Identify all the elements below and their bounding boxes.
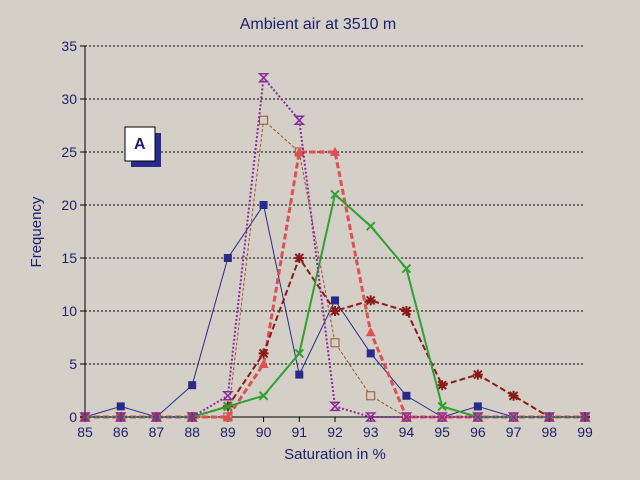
x-tick-label-14: 99 — [577, 424, 593, 440]
series-2-point-6 — [294, 147, 305, 156]
x-tick-label-3: 88 — [184, 424, 200, 440]
series-5-point-9 — [400, 412, 413, 422]
series-0-point-9 — [402, 391, 411, 400]
grid — [85, 45, 585, 365]
series-2-point-7 — [330, 147, 340, 156]
x-tick-label-9: 94 — [399, 424, 415, 440]
series-5-point-6 — [293, 115, 306, 125]
series-2-point-4 — [222, 412, 233, 421]
x-tick-label-11: 96 — [470, 424, 486, 440]
series-5-point-12 — [507, 412, 520, 422]
series-4-point-5 — [258, 391, 269, 401]
series-0-point-7 — [331, 296, 339, 305]
series-2-point-5 — [258, 359, 269, 368]
series-3-point-6 — [294, 253, 305, 263]
x-tick-label-8: 93 — [363, 424, 379, 440]
y-tick-label-7: 35 — [61, 38, 77, 54]
series-4-point-8 — [366, 221, 376, 231]
series-3-point-11 — [472, 369, 483, 380]
x-tick-label-1: 86 — [113, 424, 129, 440]
axes: 0 5 10 15 20 25 30 35 85 86 87 88 89 90 91 92 93 94 95 96 97… — [61, 38, 593, 440]
series-5-point-0 — [79, 412, 91, 422]
series-line-4 — [85, 192, 585, 418]
series-4-point-6 — [294, 348, 304, 359]
series-5-point-7 — [329, 401, 341, 412]
series-3-point-9 — [401, 306, 412, 316]
series-0-point-5 — [259, 201, 268, 209]
series-4 — [80, 189, 590, 422]
series-5-point-8 — [364, 412, 377, 422]
series-2-point-8 — [365, 327, 376, 337]
panel-label: A — [134, 136, 146, 153]
series-5-point-13 — [543, 412, 556, 422]
y-tick-label-1: 5 — [69, 356, 77, 372]
series-layer — [79, 73, 591, 422]
series-3-point-10 — [437, 380, 448, 391]
series-1-point-7 — [330, 338, 340, 348]
y-tick-label-4: 20 — [61, 197, 77, 213]
series-4-point-9 — [401, 263, 412, 274]
series-3-point-12 — [508, 390, 519, 401]
series-5-point-4 — [222, 391, 234, 401]
series-0-point-11 — [473, 402, 482, 411]
series-5-point-5 — [257, 73, 270, 83]
x-tick-label-0: 85 — [77, 424, 93, 440]
x-tick-label-10: 95 — [434, 424, 450, 440]
series-0-point-4 — [223, 254, 232, 262]
series-0-point-1 — [116, 402, 125, 411]
series-1-point-5 — [259, 115, 269, 125]
y-tick-label-2: 10 — [61, 303, 77, 319]
x-tick-label-2: 87 — [149, 424, 165, 440]
panel-label-box: A — [124, 126, 161, 167]
series-1-point-8 — [366, 391, 376, 401]
series-5-point-2 — [150, 412, 163, 422]
series-3-point-5 — [258, 348, 269, 359]
series-5-point-3 — [186, 412, 198, 422]
series-line-2 — [85, 150, 585, 419]
series-3-point-8 — [365, 295, 376, 306]
y-tick-label-0: 0 — [69, 409, 77, 425]
series-0-point-8 — [366, 349, 375, 358]
series-5-point-10 — [436, 412, 448, 422]
x-tick-label-5: 90 — [256, 424, 272, 440]
x-tick-label-7: 92 — [327, 424, 343, 440]
series-4-point-10 — [437, 401, 447, 412]
series-5-point-14 — [579, 412, 591, 422]
series-5-point-11 — [472, 412, 484, 422]
y-axis-label: Frequency — [28, 196, 45, 267]
series-line-5 — [85, 75, 585, 418]
x-tick-label-13: 98 — [541, 424, 557, 440]
y-tick-label-5: 25 — [61, 144, 77, 160]
series-2 — [80, 147, 590, 421]
series-4-point-7 — [330, 189, 340, 200]
chart-title: Ambient air at 3510 m — [240, 16, 397, 33]
x-tick-label-6: 91 — [291, 424, 307, 440]
series-5-point-1 — [114, 412, 127, 422]
series-3 — [80, 253, 590, 422]
series-4-point-4 — [223, 401, 233, 412]
series-5 — [79, 73, 591, 422]
x-tick-label-4: 89 — [220, 424, 236, 440]
y-tick-label-3: 15 — [61, 250, 77, 266]
series-0-point-6 — [295, 370, 304, 379]
x-axis-label: Saturation in % — [284, 446, 386, 463]
x-tick-label-12: 97 — [506, 424, 522, 440]
series-0-point-3 — [188, 381, 197, 390]
series-3-point-7 — [330, 306, 340, 316]
y-tick-label-6: 30 — [61, 91, 77, 107]
